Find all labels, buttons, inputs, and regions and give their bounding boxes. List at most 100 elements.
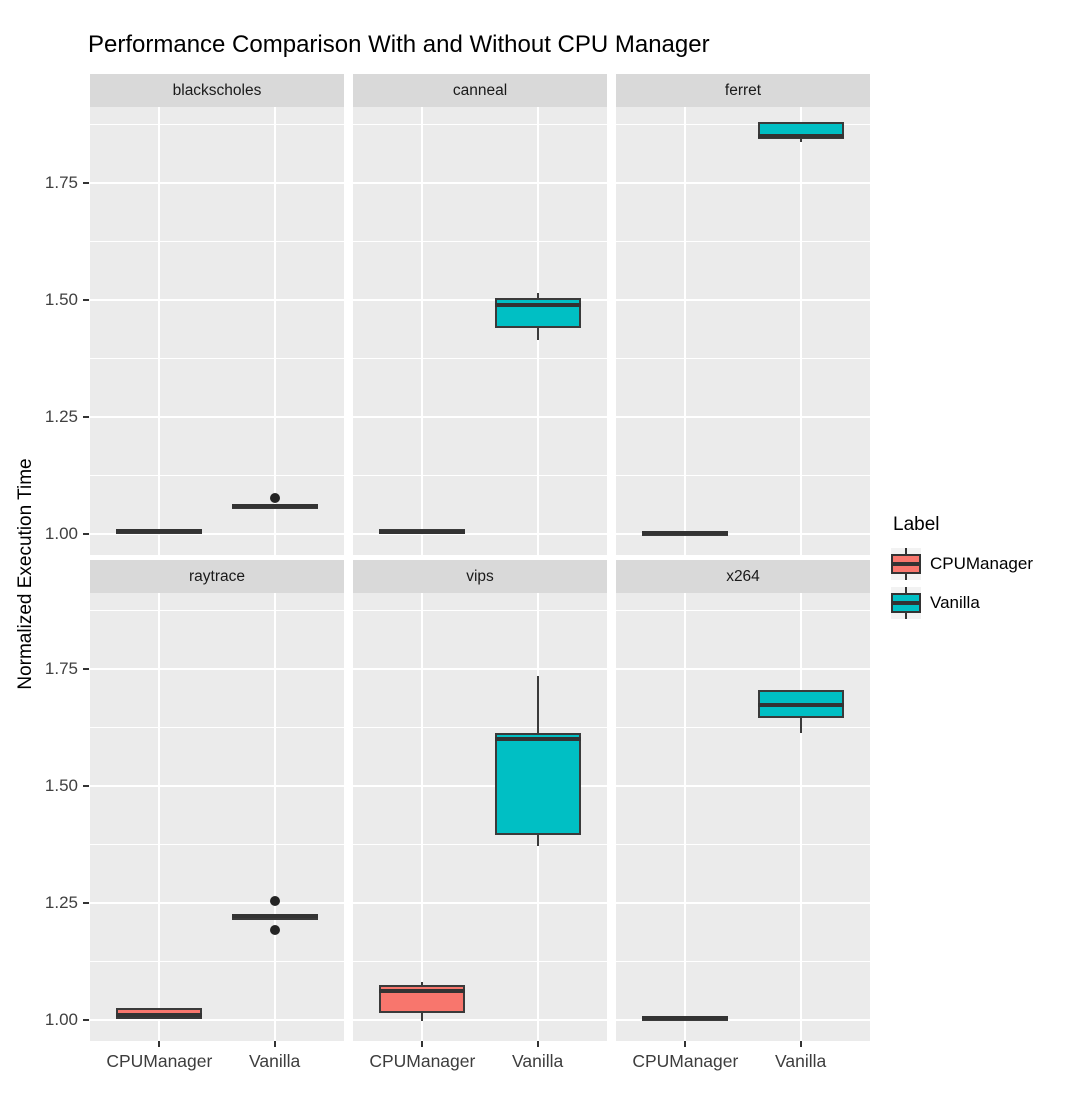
gridline-minor-y xyxy=(90,124,344,126)
whisker-lower xyxy=(536,328,539,341)
gridline-major-y xyxy=(616,299,870,302)
median-line xyxy=(379,529,466,534)
gridline-minor-y xyxy=(353,961,607,963)
median-line xyxy=(494,737,581,742)
facet-strip-label: blackscholes xyxy=(172,81,262,99)
median-line xyxy=(642,1015,729,1020)
facet-strip-label: raytrace xyxy=(189,567,245,585)
gridline-major-y xyxy=(616,533,870,536)
gridline-major-y xyxy=(353,902,607,905)
gridline-minor-y xyxy=(616,241,870,243)
gridline-minor-y xyxy=(616,358,870,360)
legend-key-boxplot-icon xyxy=(891,587,921,619)
y-axis-tick xyxy=(83,902,89,905)
gridline-minor-y xyxy=(353,727,607,729)
legend-title: Label xyxy=(893,514,940,535)
facet-panel-vips xyxy=(353,593,607,1041)
y-axis-tick-label: 1.75 xyxy=(44,659,78,679)
gridline-major-x xyxy=(421,107,424,555)
gridline-major-y xyxy=(353,182,607,185)
gridline-major-y xyxy=(353,533,607,536)
gridline-major-y xyxy=(90,299,344,302)
x-axis-tick xyxy=(536,1041,539,1047)
gridline-minor-y xyxy=(90,241,344,243)
whisker-upper xyxy=(421,982,424,986)
gridline-major-x xyxy=(684,107,687,555)
facet-panel-ferret xyxy=(616,107,870,555)
gridline-major-y xyxy=(90,785,344,788)
gridline-major-x xyxy=(273,107,276,555)
whisker-lower xyxy=(536,834,539,847)
gridline-major-x xyxy=(684,593,687,1041)
gridline-minor-y xyxy=(616,610,870,612)
facet-panel-canneal xyxy=(353,107,607,555)
x-axis-tick-label: Vanilla xyxy=(512,1051,564,1071)
y-axis-tick-label: 1.50 xyxy=(44,290,78,310)
gridline-major-y xyxy=(90,533,344,536)
gridline-major-y xyxy=(616,785,870,788)
median-line xyxy=(494,303,581,308)
y-axis-tick-label: 1.00 xyxy=(44,1010,78,1030)
y-axis-tick-label: 1.00 xyxy=(44,524,78,544)
gridline-major-y xyxy=(616,182,870,185)
gridline-major-y xyxy=(353,299,607,302)
x-axis-tick-label: CPUManager xyxy=(106,1051,213,1071)
outlier-point xyxy=(269,492,280,503)
y-axis-tick-label: 1.75 xyxy=(44,173,78,193)
gridline-major-x xyxy=(158,107,161,555)
x-axis-tick xyxy=(684,1041,687,1047)
facet-strip-ferret: ferret xyxy=(616,74,870,107)
whisker-upper xyxy=(536,676,539,734)
x-axis-tick-label: Vanilla xyxy=(249,1051,301,1071)
gridline-minor-y xyxy=(353,124,607,126)
y-axis-tick xyxy=(83,785,89,788)
gridline-minor-y xyxy=(90,844,344,846)
y-axis-tick xyxy=(83,533,89,536)
gridline-major-x xyxy=(421,593,424,1041)
legend-item-label: Vanilla xyxy=(930,593,980,612)
median-line xyxy=(757,133,844,138)
facet-strip-label: x264 xyxy=(726,567,760,585)
gridline-major-y xyxy=(90,182,344,185)
facet-strip-x264: x264 xyxy=(616,560,870,593)
median-line xyxy=(642,530,729,535)
y-axis-tick xyxy=(83,182,89,185)
legend-key-median xyxy=(893,601,919,605)
whisker-lower xyxy=(421,1013,424,1022)
median-line xyxy=(231,504,318,509)
facet-strip-vips: vips xyxy=(353,560,607,593)
chart-title: Performance Comparison With and Without … xyxy=(88,31,710,58)
y-axis-tick xyxy=(83,1019,89,1022)
gridline-major-x xyxy=(158,593,161,1041)
median-line xyxy=(379,989,466,994)
facet-strip-label: canneal xyxy=(452,81,508,99)
gridline-major-x xyxy=(273,593,276,1041)
facet-strip-label: vips xyxy=(466,567,494,585)
y-axis-title: Normalized Execution Time xyxy=(15,458,36,690)
gridline-minor-y xyxy=(353,844,607,846)
y-axis-tick-label: 1.25 xyxy=(44,407,78,427)
legend-key-median xyxy=(893,562,919,566)
facet-panel-raytrace xyxy=(90,593,344,1041)
x-axis-tick-label: CPUManager xyxy=(632,1051,739,1071)
gridline-major-y xyxy=(90,1019,344,1022)
facet-strip-canneal: canneal xyxy=(353,74,607,107)
legend: Label CPUManager Vanilla xyxy=(891,514,1033,626)
gridline-major-x xyxy=(799,593,802,1041)
legend-item-Vanilla: Vanilla xyxy=(891,587,1033,619)
y-axis-tick xyxy=(83,299,89,302)
gridline-minor-y xyxy=(90,610,344,612)
gridline-minor-y xyxy=(353,610,607,612)
gridline-minor-y xyxy=(90,475,344,477)
y-axis-tick xyxy=(83,416,89,419)
median-line xyxy=(757,702,844,707)
gridline-major-y xyxy=(616,416,870,419)
legend-item-label: CPUManager xyxy=(930,554,1033,573)
y-axis-tick-label: 1.50 xyxy=(44,776,78,796)
gridline-minor-y xyxy=(90,961,344,963)
gridline-minor-y xyxy=(616,844,870,846)
gridline-major-y xyxy=(353,785,607,788)
facet-panel-blackscholes xyxy=(90,107,344,555)
gridline-major-y xyxy=(353,416,607,419)
